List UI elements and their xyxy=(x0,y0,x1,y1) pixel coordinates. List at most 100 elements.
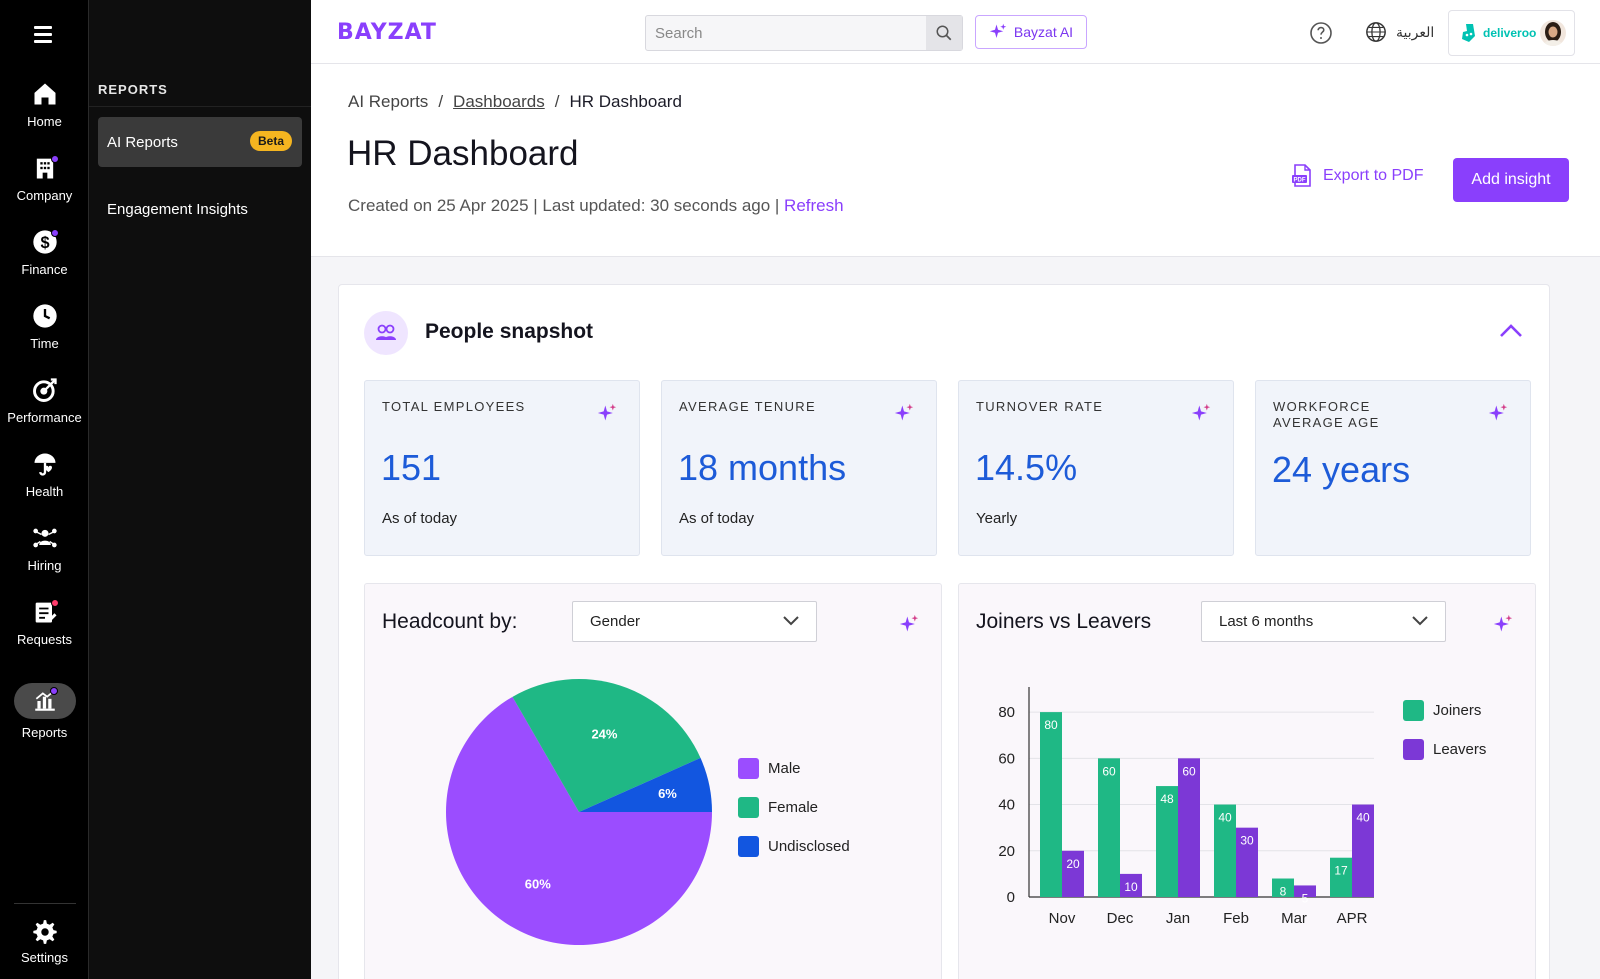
bar-joiner[interactable] xyxy=(1040,712,1062,897)
subnav-item-label: AI Reports xyxy=(107,133,178,151)
rail-item-label: Finance xyxy=(21,262,68,277)
rail-item-label: Reports xyxy=(21,725,68,740)
collapse-chevron-up-icon[interactable] xyxy=(1499,323,1523,344)
legend-item-undisclosed[interactable]: Undisclosed xyxy=(738,836,850,857)
headcount-panel: Headcount by: Gender 60% 24% 6% Male Female… xyxy=(364,583,942,979)
language-switcher[interactable]: العربية xyxy=(1365,21,1434,43)
refresh-link[interactable]: Refresh xyxy=(784,196,844,215)
export-pdf-button[interactable]: PDF Export to PDF xyxy=(1291,164,1423,188)
bar-leaver[interactable] xyxy=(1178,758,1200,897)
ai-sparkle-icon[interactable] xyxy=(597,403,617,423)
legend-swatch xyxy=(1403,700,1424,721)
rail-item-reports[interactable]: Reports xyxy=(0,683,89,740)
pie-slice-male[interactable] xyxy=(446,696,712,945)
deliveroo-logo-icon xyxy=(1462,24,1475,42)
search-button[interactable] xyxy=(926,16,962,50)
bayzat-ai-button[interactable]: Bayzat AI xyxy=(975,15,1087,49)
period-filter-select[interactable]: Last 6 months xyxy=(1201,601,1446,642)
legend-swatch xyxy=(738,797,759,818)
bar-value-label: 40 xyxy=(1218,811,1232,825)
rail-item-label: Home xyxy=(27,114,62,129)
help-icon[interactable] xyxy=(1309,21,1333,50)
breadcrumb-ai-reports[interactable]: AI Reports xyxy=(348,92,429,111)
rail-item-company[interactable]: Company xyxy=(0,154,89,203)
bar-joiner[interactable] xyxy=(1156,786,1178,897)
kpi-value: 24 years xyxy=(1272,449,1411,490)
rail-item-label: Hiring xyxy=(27,558,62,573)
rail-item-time[interactable]: Time xyxy=(0,302,89,351)
rail-item-performance[interactable]: Performance xyxy=(0,376,89,425)
dollar-icon: $ xyxy=(31,228,59,256)
bar-leaver[interactable] xyxy=(1062,850,1084,897)
kpi-value: 151 xyxy=(381,447,442,488)
company-profile-menu[interactable]: deliveroo xyxy=(1448,10,1575,56)
legend-item-joiners[interactable]: Joiners xyxy=(1403,700,1481,721)
legend-label: Male xyxy=(768,760,801,777)
legend-item-male[interactable]: Male xyxy=(738,758,801,779)
bar-joiner[interactable] xyxy=(1272,878,1294,897)
legend-label: Joiners xyxy=(1433,702,1482,719)
kpi-subtext: As of today xyxy=(382,510,458,527)
ai-sparkle-icon[interactable] xyxy=(899,614,919,634)
rail-item-settings[interactable]: Settings xyxy=(0,918,89,965)
y-tick-label: 40 xyxy=(998,797,1015,814)
subnav-item-engagement-insights[interactable]: Engagement Insights xyxy=(98,184,302,234)
ai-sparkle-icon[interactable] xyxy=(1191,403,1211,423)
kpi-turnover-rate: TURNOVER RATE 14.5% Yearly xyxy=(958,380,1234,556)
rail-item-hiring[interactable]: Hiring xyxy=(0,524,89,573)
sparkle-icon xyxy=(989,23,1007,38)
notification-dot xyxy=(50,155,59,163)
ai-sparkle-icon[interactable] xyxy=(1493,614,1513,634)
subnav-section-title: REPORTS xyxy=(98,82,168,97)
pie-value-label: 24% xyxy=(591,727,617,742)
legend-item-leavers[interactable]: Leavers xyxy=(1403,739,1486,760)
rail-item-finance[interactable]: $ Finance xyxy=(0,228,89,277)
search-input[interactable] xyxy=(646,16,922,50)
breadcrumb-dashboards[interactable]: Dashboards xyxy=(453,92,545,111)
legend-label: Female xyxy=(768,799,819,816)
add-insight-button[interactable]: Add insight xyxy=(1453,158,1569,202)
globe-icon xyxy=(1366,22,1386,42)
notification-dot xyxy=(50,599,59,607)
svg-text:$: $ xyxy=(40,234,49,252)
bar-joiner[interactable] xyxy=(1098,758,1120,897)
notification-dot xyxy=(49,687,58,695)
hamburger-menu-icon[interactable] xyxy=(30,24,58,48)
bar-joiner[interactable] xyxy=(1214,804,1236,897)
beta-badge: Beta xyxy=(249,131,292,151)
legend-swatch xyxy=(738,836,759,857)
joiners-leavers-bar-chart: 0 20 40 60 80 80 20 Nov 60 10 Dec 48 60 Jan 40 30 Feb 8 5 M… xyxy=(998,687,1374,927)
subnav-item-ai-reports[interactable]: AI Reports Beta xyxy=(98,117,302,167)
bar-leaver[interactable] xyxy=(1294,885,1316,897)
kpi-label: AVERAGE TENURE xyxy=(679,399,816,414)
ai-sparkle-icon[interactable] xyxy=(894,403,914,423)
x-tick-label: Mar xyxy=(1281,910,1307,927)
headcount-filter-select[interactable]: Gender xyxy=(572,601,817,642)
building-icon xyxy=(31,154,59,182)
bar-leaver[interactable] xyxy=(1352,804,1374,897)
bar-leaver[interactable] xyxy=(1236,827,1258,897)
icon-rail: Home Company $ Finance Time Performance … xyxy=(0,0,89,979)
gear-icon xyxy=(31,918,59,946)
bayzat-logo[interactable]: BAYZAT xyxy=(337,20,437,45)
rail-item-home[interactable]: Home xyxy=(0,80,89,129)
chevron-down-icon xyxy=(783,616,799,626)
legend-item-female[interactable]: Female xyxy=(738,797,818,818)
people-icon xyxy=(364,311,408,355)
rail-item-label: Requests xyxy=(17,632,72,647)
headcount-title: Headcount by: xyxy=(382,610,518,633)
rail-item-requests[interactable]: Requests xyxy=(0,598,89,647)
page-header: AI Reports / Dashboards / HR Dashboard H… xyxy=(311,64,1600,257)
bar-leaver[interactable] xyxy=(1120,873,1142,897)
bar-joiner[interactable] xyxy=(1330,857,1352,897)
page-title: HR Dashboard xyxy=(347,134,579,173)
pie-slice-undisclosed[interactable] xyxy=(579,757,712,812)
rail-item-health[interactable]: Health xyxy=(0,450,89,499)
pie-value-label: 60% xyxy=(525,876,551,891)
clock-icon xyxy=(31,302,59,330)
ai-sparkle-icon[interactable] xyxy=(1488,403,1508,423)
bar-value-label: 8 xyxy=(1280,885,1287,899)
avatar xyxy=(1540,20,1566,46)
pie-slice-female[interactable] xyxy=(512,679,701,812)
bar-value-label: 10 xyxy=(1124,880,1138,894)
